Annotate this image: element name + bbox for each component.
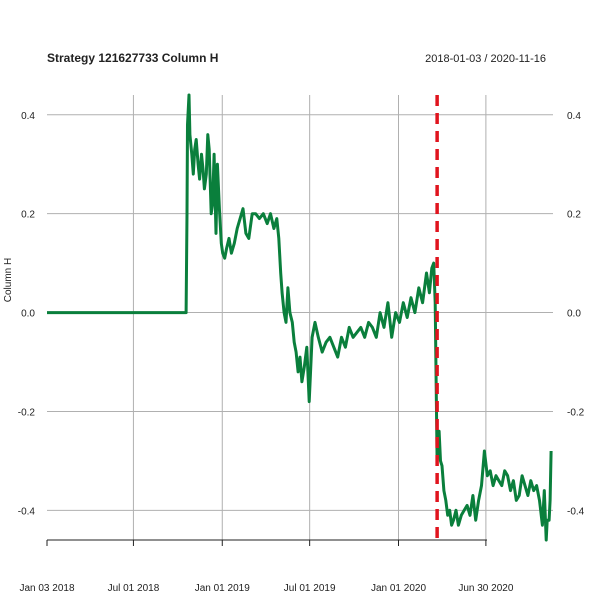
series-line xyxy=(47,93,553,542)
y-axis-label: Column H xyxy=(3,258,14,302)
x-tick-label: Jan 01 2020 xyxy=(371,583,426,594)
x-tick-label: Jan 01 2019 xyxy=(195,583,250,594)
x-tick-label: Jun 30 2020 xyxy=(458,583,513,594)
y-tick-label-right: 0.0 xyxy=(567,309,581,320)
chart-title: Strategy 121627733 Column H xyxy=(47,51,218,65)
y-tick-label-right: 0.2 xyxy=(567,210,581,221)
y-tick-labels: 0.4 0.4 0.2 0.2 0.0 0.0 -0.2 -0.2 -0.4 -0.4 xyxy=(18,111,585,518)
x-tick-label: Jan 03 2018 xyxy=(19,583,74,594)
date-range: 2018-01-03 / 2020-11-16 xyxy=(425,53,546,65)
y-tick-label-left: 0.2 xyxy=(21,210,35,221)
y-tick-label-left: 0.4 xyxy=(21,111,35,122)
y-tick-label-left: -0.4 xyxy=(18,506,36,517)
y-tick-label-right: 0.4 xyxy=(567,111,581,122)
y-tick-label-right: -0.4 xyxy=(567,506,585,517)
series-layer xyxy=(47,93,553,542)
y-tick-label-left: 0.0 xyxy=(21,309,35,320)
x-tick-label: Jul 01 2019 xyxy=(284,583,336,594)
y-tick-label-left: -0.2 xyxy=(18,407,36,418)
x-tick-label: Jul 01 2018 xyxy=(108,583,160,594)
y-tick-label-right: -0.2 xyxy=(567,407,585,418)
x-axis: Jan 03 2018 Jul 01 2018 Jan 01 2019 Jul 01 … xyxy=(19,539,514,594)
grid xyxy=(47,95,553,540)
